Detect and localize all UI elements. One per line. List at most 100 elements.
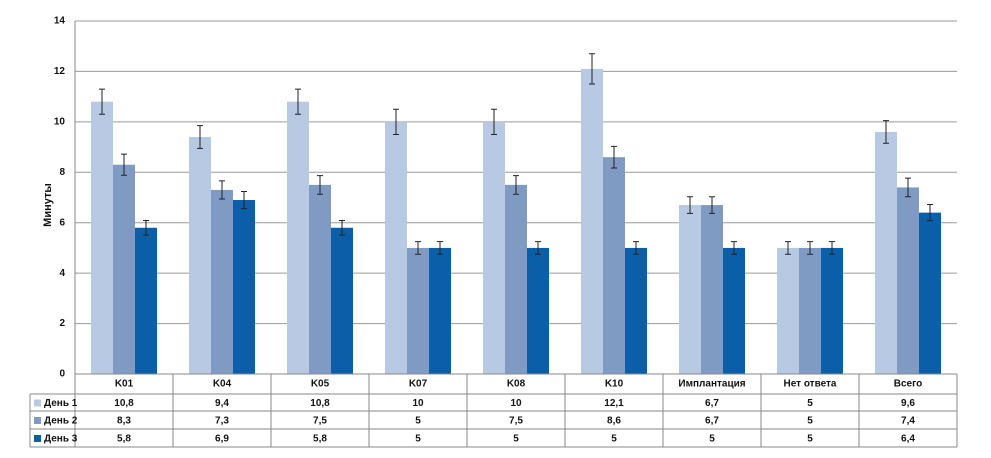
x-tick-label: K04 — [213, 379, 232, 390]
table-cell: 10 — [510, 398, 522, 409]
table-cell: 10,8 — [310, 398, 330, 409]
bar — [483, 121, 505, 374]
table-cell: 7,5 — [313, 416, 327, 427]
table-cell: 5 — [611, 434, 617, 445]
bar — [429, 247, 451, 374]
error-bar — [121, 153, 127, 176]
x-tick-label: Нет ответа — [784, 379, 837, 390]
bar — [581, 68, 603, 375]
bar — [135, 227, 157, 374]
error-bar — [295, 88, 301, 115]
bar — [625, 247, 647, 374]
table-cell: 9,4 — [215, 398, 229, 409]
error-bar — [883, 120, 889, 144]
error-bar — [317, 175, 323, 195]
x-tick-label: Всего — [894, 379, 923, 390]
error-bar — [197, 125, 203, 149]
x-tick-label: Имплантация — [678, 379, 745, 390]
error-bar — [611, 145, 617, 169]
table-cell: 7,4 — [901, 416, 915, 427]
table-cell: 5 — [709, 434, 715, 445]
table-cell: 5,8 — [117, 434, 131, 445]
bar — [919, 212, 941, 374]
bar — [91, 101, 113, 374]
bar — [799, 247, 821, 374]
error-bar — [393, 108, 399, 135]
error-bar — [339, 219, 345, 236]
x-tick-label: K05 — [311, 379, 330, 390]
y-tick-label: 12 — [54, 66, 66, 77]
table-cell: 6,7 — [705, 398, 719, 409]
y-tick-label: 10 — [54, 116, 66, 127]
bar — [309, 184, 331, 374]
bar — [821, 247, 843, 374]
table-cell: 8,3 — [117, 416, 131, 427]
legend-label: День 3 — [44, 434, 78, 445]
table-cell: 12,1 — [604, 398, 624, 409]
error-bar — [535, 241, 541, 255]
bar — [897, 187, 919, 374]
bar — [777, 247, 799, 374]
error-bar — [437, 241, 443, 255]
error-bar — [829, 241, 835, 255]
legend-label: День 2 — [44, 416, 78, 427]
legend-swatch — [34, 399, 41, 407]
error-bar — [687, 196, 693, 214]
table-cell: 5 — [807, 416, 813, 427]
x-tick-label: K07 — [409, 379, 428, 390]
legend-swatch — [34, 417, 41, 424]
table-cell: 10 — [412, 398, 424, 409]
error-bar — [513, 175, 519, 195]
error-bar — [415, 241, 421, 255]
table-cell: 10,8 — [114, 398, 134, 409]
bar — [527, 247, 549, 374]
y-axis-label: Минуты — [42, 183, 54, 227]
error-bar — [807, 241, 813, 255]
bar — [875, 131, 897, 374]
error-bar — [143, 219, 149, 236]
error-bar — [927, 204, 933, 222]
table-cell: 7,3 — [215, 416, 229, 427]
bar — [287, 101, 309, 374]
y-tick-label: 4 — [59, 268, 65, 279]
y-tick-label: 0 — [59, 369, 65, 380]
error-bar — [785, 241, 791, 255]
legend-swatch — [34, 435, 41, 442]
x-tick-label: K10 — [605, 379, 624, 390]
bar — [505, 184, 527, 374]
table-cell: 5 — [415, 434, 421, 445]
table-cell: 9,6 — [901, 398, 915, 409]
table-cell: 5 — [807, 398, 813, 409]
legend-label: День 1 — [44, 398, 78, 409]
bar — [211, 189, 233, 374]
bar — [385, 121, 407, 374]
x-tick-label: K01 — [115, 379, 134, 390]
error-bar — [219, 180, 225, 200]
error-bar — [99, 88, 105, 115]
table-cell: 6,7 — [705, 416, 719, 427]
error-bar — [491, 108, 497, 135]
error-bar — [241, 190, 247, 210]
error-bar — [709, 196, 715, 214]
table-cell: 5,8 — [313, 434, 327, 445]
bar — [679, 205, 701, 374]
table-cell: 5 — [415, 416, 421, 427]
y-tick-label: 14 — [54, 16, 66, 27]
table-cell: 8,6 — [607, 416, 621, 427]
y-tick-label: 8 — [59, 167, 65, 178]
y-tick-label: 6 — [59, 217, 65, 228]
error-bar — [731, 241, 737, 255]
bar — [723, 247, 745, 374]
error-bar — [633, 241, 639, 255]
bar — [189, 136, 211, 374]
table-cell: 6,9 — [215, 434, 229, 445]
error-bar — [589, 53, 595, 85]
table-cell: 7,5 — [509, 416, 523, 427]
bar — [603, 157, 625, 374]
x-tick-label: K08 — [507, 379, 526, 390]
bar — [233, 200, 255, 374]
table-cell: 5 — [807, 434, 813, 445]
bar — [331, 227, 353, 374]
bar — [113, 164, 135, 374]
